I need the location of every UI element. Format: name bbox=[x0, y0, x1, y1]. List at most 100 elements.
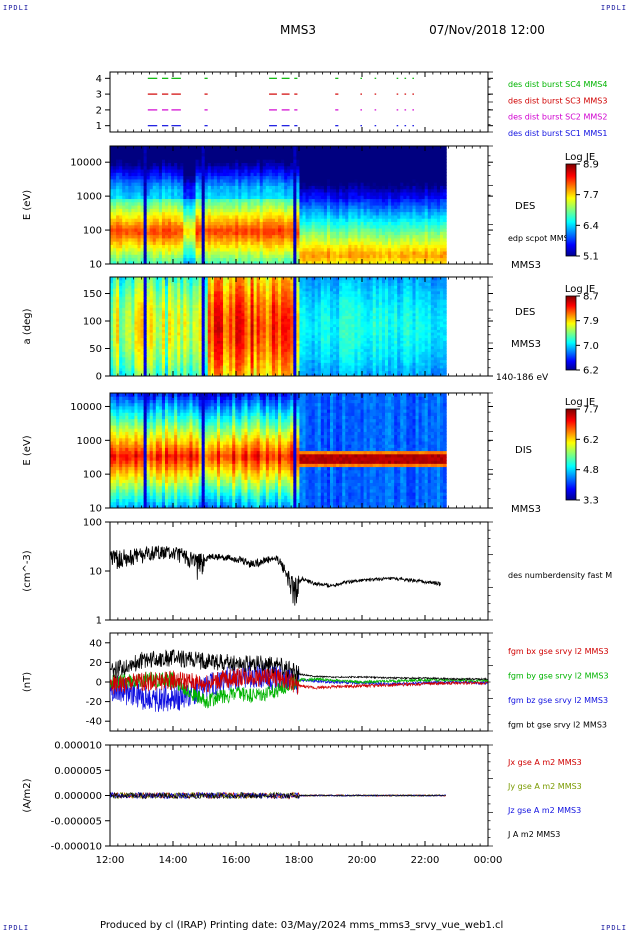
heatmap-cell bbox=[155, 323, 160, 328]
heatmap-cell bbox=[385, 185, 389, 190]
heatmap-cell bbox=[146, 359, 151, 363]
heatmap-cell bbox=[409, 182, 414, 186]
heatmap-cell bbox=[244, 198, 249, 203]
heatmap-cell bbox=[238, 198, 242, 203]
heatmap-cell bbox=[116, 188, 120, 193]
heatmap-cell bbox=[275, 146, 279, 150]
heatmap-cell bbox=[122, 351, 126, 355]
heatmap-cell bbox=[317, 211, 322, 216]
heatmap-cells bbox=[110, 277, 447, 376]
heatmap-cell bbox=[342, 218, 346, 222]
heatmap-cell bbox=[131, 329, 136, 333]
heatmap-cell bbox=[110, 365, 114, 369]
heatmap-cell bbox=[241, 195, 246, 200]
heatmap-cell bbox=[336, 191, 340, 196]
heatmap-cell bbox=[189, 146, 194, 150]
heatmap-cell bbox=[278, 208, 282, 213]
heatmap-cell bbox=[406, 205, 411, 209]
heatmap-cell bbox=[128, 345, 132, 350]
heatmap-cell bbox=[161, 370, 166, 374]
heatmap-cell bbox=[158, 365, 163, 369]
heatmap-cell bbox=[302, 182, 307, 186]
heatmap-cell bbox=[244, 146, 249, 150]
heatmap-cell bbox=[229, 146, 233, 150]
heatmap-cell bbox=[391, 149, 395, 154]
heatmap-cell bbox=[223, 172, 227, 177]
heatmap-cell bbox=[113, 359, 117, 363]
heatmap-cell bbox=[348, 191, 352, 196]
heatmap-cell bbox=[253, 149, 258, 154]
heatmap-cell bbox=[284, 162, 288, 167]
heatmap-cell bbox=[201, 250, 206, 255]
heatmap-cell bbox=[119, 318, 123, 322]
heatmap-cell bbox=[363, 168, 368, 173]
heatmap-cell bbox=[125, 321, 129, 325]
heatmap-cell bbox=[140, 205, 145, 209]
heatmap-cell bbox=[168, 326, 172, 330]
heatmap-cell bbox=[265, 175, 270, 180]
heatmap-cell bbox=[113, 165, 117, 170]
heatmap-cell bbox=[152, 221, 157, 226]
heatmap-cell bbox=[146, 293, 151, 297]
heatmap-cell bbox=[247, 165, 252, 170]
heatmap-cell bbox=[168, 211, 172, 216]
heatmap-cell bbox=[443, 185, 447, 190]
heatmap-cell bbox=[116, 165, 120, 170]
heatmap-cell bbox=[131, 326, 136, 330]
heatmap-cell bbox=[158, 345, 163, 350]
heatmap-cell bbox=[223, 224, 227, 229]
y-tick-label: 1000 bbox=[77, 192, 102, 203]
heatmap-cell bbox=[381, 172, 386, 177]
heatmap-cell bbox=[149, 178, 154, 183]
heatmap-cell bbox=[345, 178, 349, 183]
heatmap-cell bbox=[320, 237, 325, 242]
heatmap-cell bbox=[238, 195, 242, 200]
heatmap-cell bbox=[143, 146, 148, 150]
heatmap-cell bbox=[168, 307, 172, 311]
heatmap-cell bbox=[192, 149, 197, 154]
heatmap-cell bbox=[339, 241, 343, 245]
heatmap-cell bbox=[427, 201, 432, 206]
heatmap-cell bbox=[271, 237, 276, 242]
heatmap-cell bbox=[158, 211, 163, 216]
heatmap-cell bbox=[155, 250, 160, 255]
heatmap-cell bbox=[238, 146, 242, 150]
heatmap-cell bbox=[415, 241, 420, 245]
heatmap-cell bbox=[192, 201, 197, 206]
heatmap-cell bbox=[375, 188, 380, 193]
heatmap-cell bbox=[180, 198, 184, 203]
heatmap-cell bbox=[220, 218, 224, 222]
heatmap-cell bbox=[149, 340, 154, 344]
heatmap-cell bbox=[424, 191, 429, 196]
heatmap-cell bbox=[378, 218, 383, 222]
heatmap-cell bbox=[378, 260, 383, 264]
heatmap-cell bbox=[394, 218, 398, 222]
heatmap-cell bbox=[125, 359, 129, 363]
heatmap-cell bbox=[281, 185, 285, 190]
heatmap-cell bbox=[381, 146, 386, 150]
heatmap-cell bbox=[177, 250, 181, 255]
heatmap-cell bbox=[388, 175, 392, 180]
heatmap-cell bbox=[308, 244, 313, 249]
heatmap-cell bbox=[204, 175, 209, 180]
heatmap-cell bbox=[430, 188, 435, 193]
heatmap-cell bbox=[232, 237, 236, 242]
heatmap-cell bbox=[247, 146, 252, 150]
heatmap-cell bbox=[415, 250, 420, 255]
heatmap-cell bbox=[161, 198, 166, 203]
heatmap-cell bbox=[210, 237, 215, 242]
heatmap-cell bbox=[116, 365, 120, 369]
heatmap-cell bbox=[113, 185, 117, 190]
heatmap-cell bbox=[421, 182, 426, 186]
heatmap-cell bbox=[311, 146, 316, 150]
heatmap-cell bbox=[213, 172, 218, 177]
heatmap-cell bbox=[336, 188, 340, 193]
heatmap-cell bbox=[388, 172, 392, 177]
heatmap-cell bbox=[125, 345, 129, 350]
heatmap-cell bbox=[354, 214, 359, 219]
heatmap-cell bbox=[146, 224, 151, 229]
heatmap-cell bbox=[128, 329, 132, 333]
heatmap-cell bbox=[201, 234, 206, 239]
heatmap-cell bbox=[339, 149, 343, 154]
heatmap-cell bbox=[314, 244, 319, 249]
